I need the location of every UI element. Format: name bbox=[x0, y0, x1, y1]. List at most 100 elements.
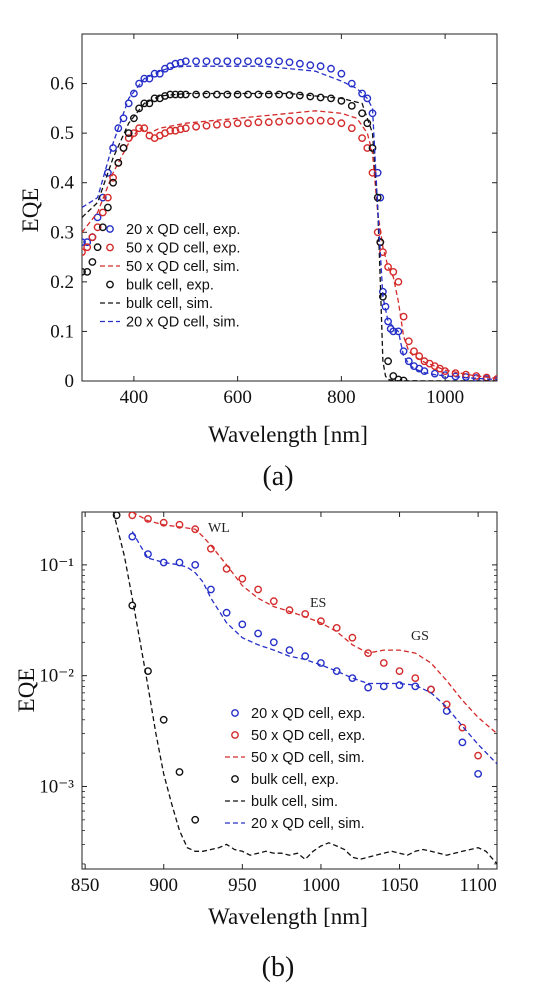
data-point bbox=[104, 168, 112, 177]
legend-swatch bbox=[231, 709, 239, 717]
legend-entry: 20 x QD cell, sim. bbox=[225, 816, 365, 832]
annotation-gs: GS bbox=[411, 629, 429, 644]
data-point bbox=[306, 116, 315, 125]
data-point bbox=[269, 597, 278, 606]
data-point bbox=[316, 659, 325, 667]
data-point bbox=[98, 223, 107, 232]
data-point bbox=[306, 92, 315, 101]
data-point bbox=[82, 238, 86, 247]
data-point bbox=[254, 118, 263, 127]
data-point bbox=[175, 768, 184, 776]
legend-entry: bulk cell, sim. bbox=[100, 296, 213, 312]
data-point bbox=[295, 116, 304, 125]
legend-entry: 20 x QD cell, sim. bbox=[100, 315, 240, 331]
data-point bbox=[135, 104, 144, 113]
data-point bbox=[327, 94, 335, 103]
data-point bbox=[88, 233, 97, 242]
y-tick-label: 0.5 bbox=[50, 123, 74, 144]
data-point bbox=[212, 120, 221, 129]
data-point bbox=[181, 57, 190, 66]
data-point bbox=[264, 57, 273, 66]
data-point bbox=[222, 565, 231, 573]
legend-entry: bulk cell, sim. bbox=[225, 794, 338, 810]
data-point bbox=[285, 91, 294, 99]
data-point bbox=[112, 512, 121, 520]
legend-swatch bbox=[106, 225, 114, 233]
series-line bbox=[131, 531, 497, 765]
data-point bbox=[327, 117, 335, 126]
data-point bbox=[254, 90, 263, 99]
data-point bbox=[159, 715, 168, 724]
legend-swatch bbox=[106, 280, 114, 289]
data-point bbox=[93, 213, 102, 222]
data-point bbox=[474, 770, 482, 778]
data-point bbox=[82, 248, 86, 256]
legend-label: bulk cell, sim. bbox=[251, 794, 338, 810]
data-point bbox=[364, 649, 372, 657]
x-tick-label: 900 bbox=[149, 875, 178, 896]
legend-entry: bulk cell, exp. bbox=[231, 772, 339, 788]
y-tick-label: 0.2 bbox=[50, 272, 74, 293]
axes-b: 850 900 950 1000 1050 1100 10⁻³ 10⁻² 10⁻¹ bbox=[39, 512, 497, 896]
data-point bbox=[458, 723, 467, 732]
series-line bbox=[131, 512, 497, 735]
data-point bbox=[238, 620, 247, 629]
data-point bbox=[223, 57, 232, 66]
data-point bbox=[140, 99, 149, 108]
legend-label: 20 x QD cell, exp. bbox=[126, 222, 240, 238]
data-point bbox=[327, 64, 335, 73]
series-group-a bbox=[82, 57, 497, 381]
annotation-es: ES bbox=[310, 596, 326, 611]
series-bulk-cell-sim bbox=[112, 512, 497, 865]
legend-entry: 50 x QD cell, exp. bbox=[106, 241, 240, 257]
data-point bbox=[389, 372, 398, 380]
data-point bbox=[192, 122, 201, 131]
data-point bbox=[384, 263, 392, 271]
data-point bbox=[244, 57, 252, 66]
data-point bbox=[316, 62, 325, 71]
data-point bbox=[145, 74, 154, 83]
data-point bbox=[347, 79, 356, 88]
x-tick-label: 850 bbox=[71, 875, 100, 896]
data-point bbox=[93, 223, 102, 232]
data-point bbox=[175, 520, 184, 529]
data-point bbox=[171, 126, 180, 135]
legend-label: 50 x QD cell, exp. bbox=[126, 241, 240, 257]
data-point bbox=[202, 121, 211, 130]
data-point bbox=[363, 94, 372, 103]
data-point bbox=[104, 193, 112, 202]
x-tick-label: 1000 bbox=[426, 387, 464, 408]
data-point bbox=[269, 638, 278, 647]
data-point bbox=[458, 738, 467, 747]
data-point bbox=[191, 815, 200, 824]
data-point bbox=[233, 119, 242, 128]
data-point bbox=[140, 74, 149, 83]
data-point bbox=[128, 601, 137, 610]
legend-b: 20 x QD cell, exp. 50 x QD cell, exp. 50 x… bbox=[225, 706, 365, 832]
data-point bbox=[316, 116, 325, 125]
x-tick-label: 400 bbox=[120, 387, 149, 408]
data-point bbox=[264, 118, 273, 127]
data-point bbox=[363, 119, 372, 128]
data-point bbox=[316, 93, 325, 102]
legend-swatch bbox=[106, 243, 114, 252]
data-point bbox=[82, 268, 86, 276]
legend-label: 50 x QD cell, sim. bbox=[126, 259, 240, 275]
data-point bbox=[238, 574, 247, 583]
data-point bbox=[474, 751, 482, 760]
legend-entry: 20 x QD cell, exp. bbox=[106, 222, 240, 238]
y-axis-label-a: EQE bbox=[18, 188, 43, 233]
data-point bbox=[128, 532, 137, 541]
data-point bbox=[404, 357, 413, 366]
legend-entry: 20 x QD cell, exp. bbox=[231, 706, 365, 722]
data-point bbox=[442, 707, 451, 715]
data-point bbox=[347, 124, 356, 133]
series-group-b bbox=[112, 512, 497, 865]
data-point bbox=[88, 258, 97, 266]
data-point bbox=[109, 178, 118, 187]
data-point bbox=[150, 94, 159, 103]
data-point bbox=[285, 606, 294, 615]
y-tick-label: 0.1 bbox=[50, 321, 74, 342]
data-point bbox=[394, 277, 403, 286]
data-point bbox=[233, 57, 242, 66]
